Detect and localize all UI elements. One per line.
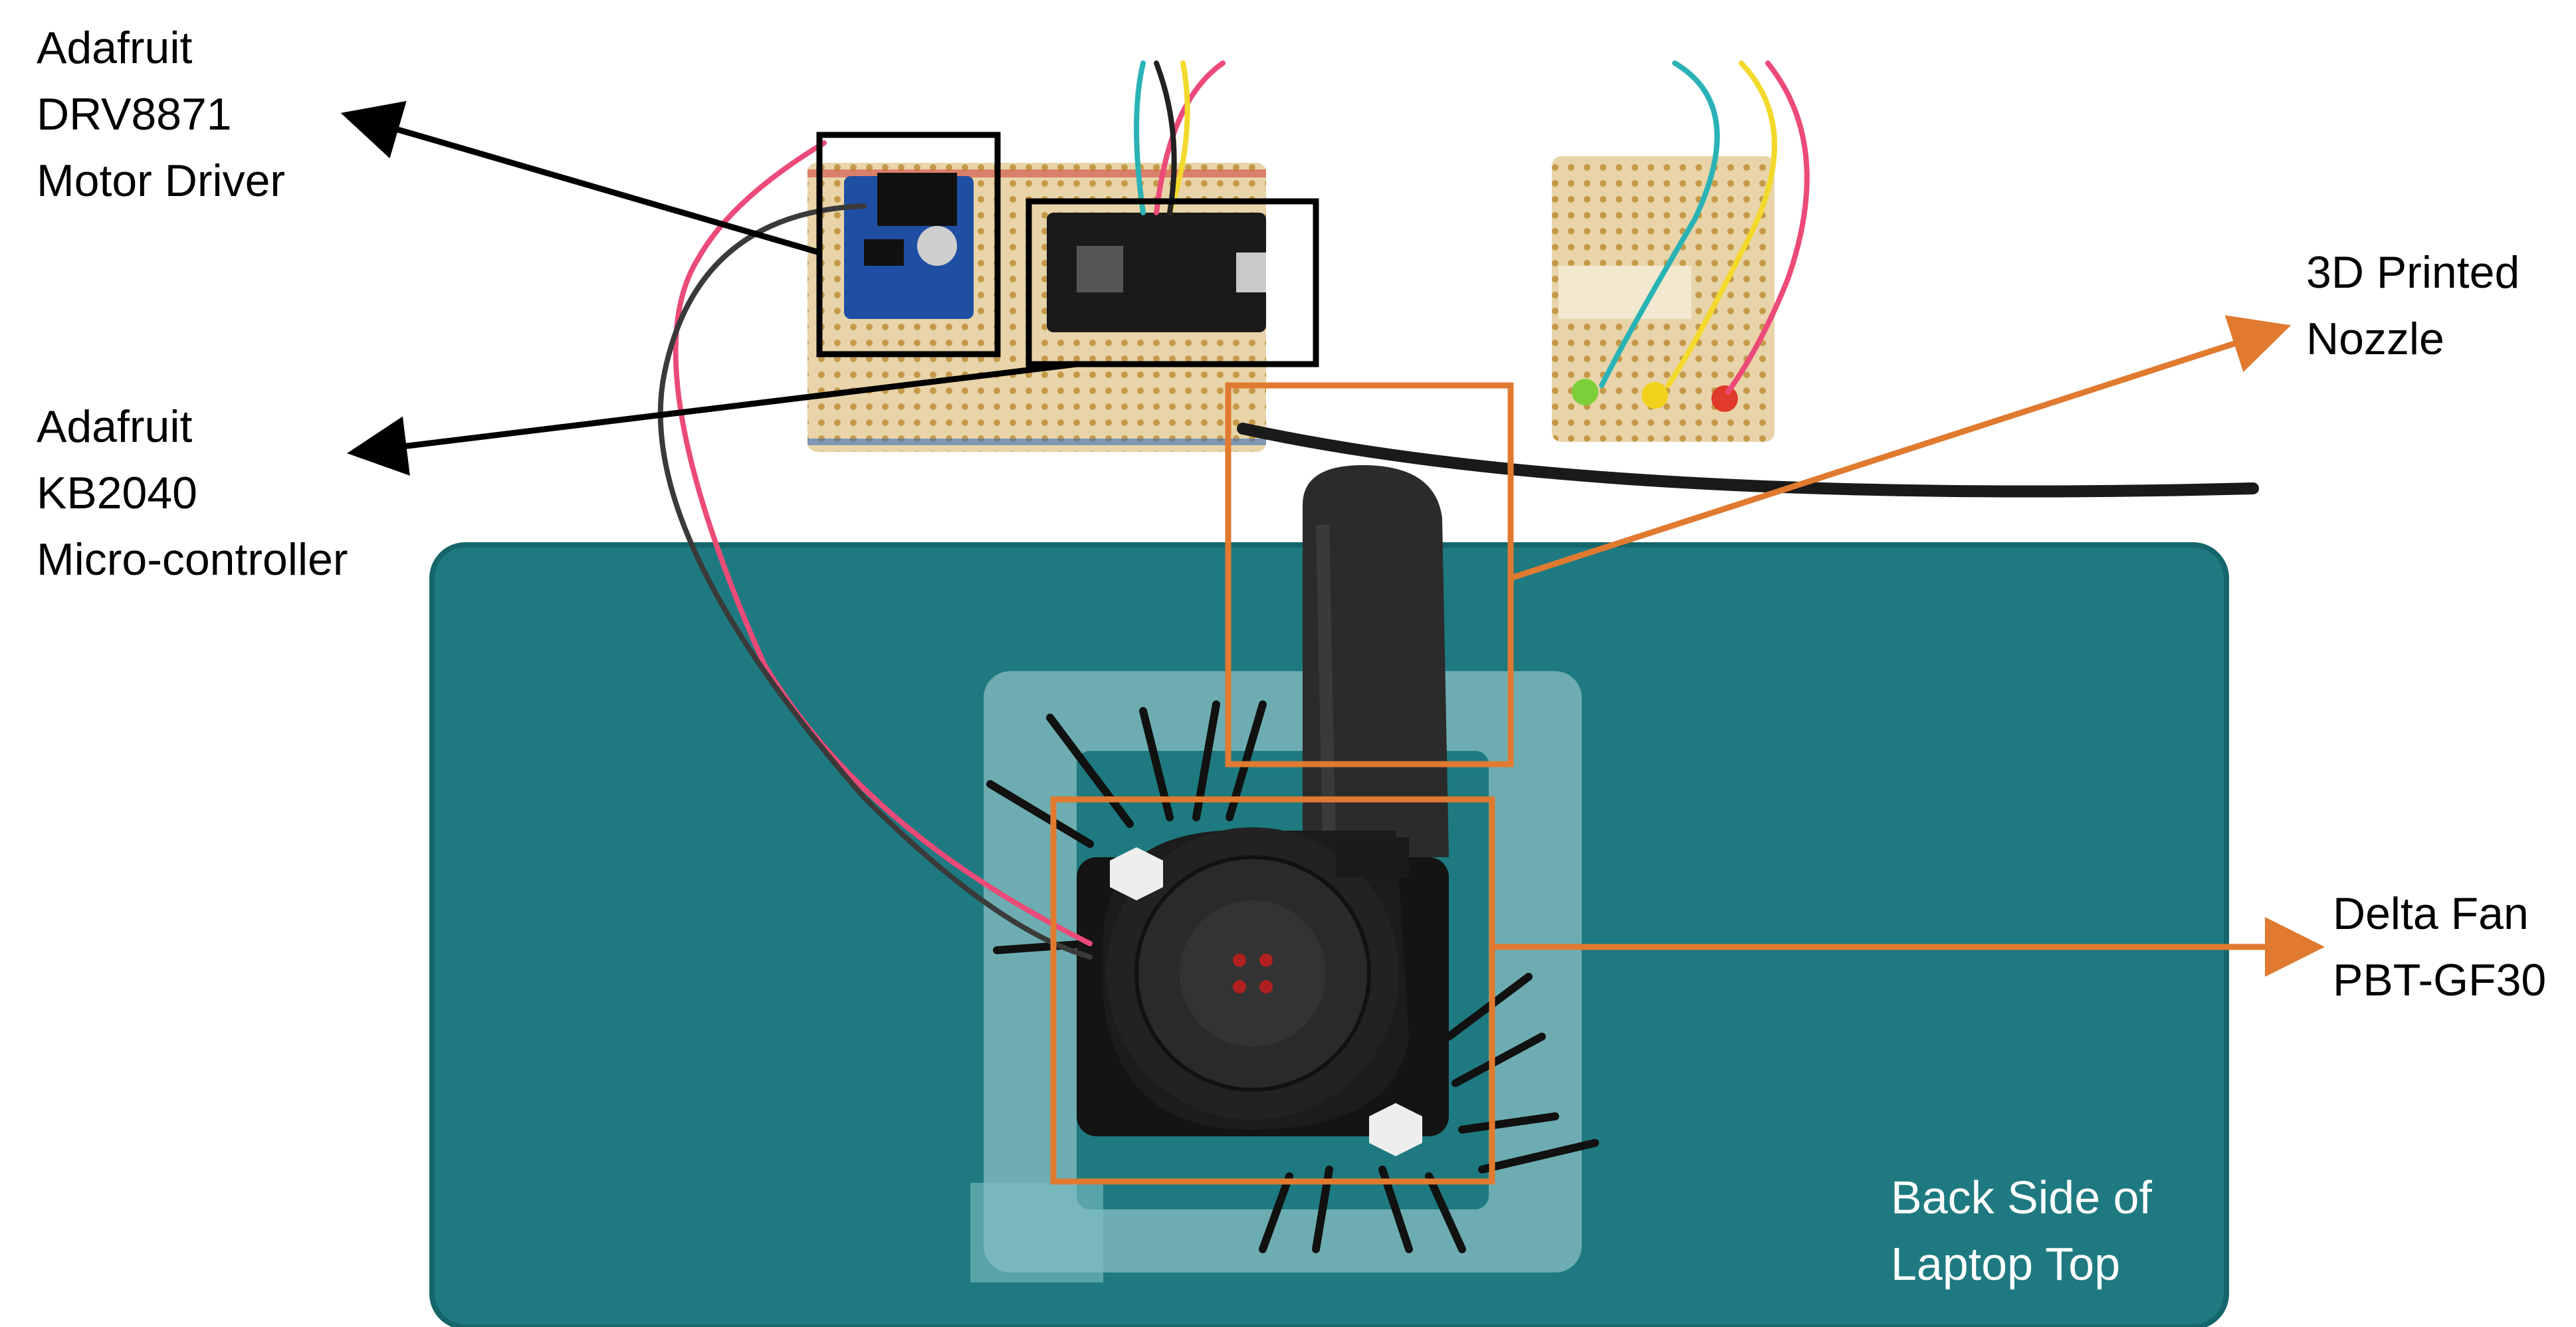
hex-nut: [1369, 1103, 1422, 1156]
delta-fan: [1103, 827, 1409, 1130]
nozzle-label-line-1: 3D Printed: [2306, 247, 2520, 298]
microcontroller-label-line-1: Adafruit: [37, 401, 193, 452]
green-button: [1572, 379, 1598, 405]
yellow-button: [1642, 382, 1668, 409]
motor-driver-label-line-3: Motor Driver: [37, 155, 286, 206]
microcontroller-label-line-2: KB2040: [37, 468, 197, 518]
fan-label: Delta Fan PBT-GF30: [2333, 880, 2546, 1013]
motor-driver-label: Adafruit DRV8871 Motor Driver: [37, 15, 285, 214]
nozzle-arrow: [1509, 315, 2292, 581]
nozzle-callout-box: [1225, 382, 1514, 767]
microcontroller-label-line-3: Micro-controller: [37, 534, 348, 585]
microcontroller-callout-box: [1025, 198, 1319, 367]
microcontroller-arrow: [347, 361, 1077, 476]
motor-driver-board: [844, 173, 974, 319]
fan-callout-box: [1050, 796, 1495, 1185]
motor-driver-arrow: [340, 100, 821, 256]
button-protoboard: [1552, 156, 1774, 442]
microcontroller-board: [1047, 213, 1266, 332]
laptop-surface-label: Back Side of Laptop Top: [1891, 1164, 2152, 1297]
laptop-surface-label-line-1: Back Side of: [1891, 1172, 2152, 1223]
fan-label-line-1: Delta Fan: [2333, 888, 2529, 939]
nozzle-label-line-2: Nozzle: [2306, 314, 2444, 364]
laptop-surface-label-line-2: Laptop Top: [1891, 1238, 2121, 1290]
wires: [657, 60, 2259, 960]
motor-driver-callout-box: [816, 132, 1001, 357]
motor-driver-label-line-2: DRV8871: [37, 89, 232, 140]
3d-printed-nozzle: [1303, 465, 1449, 857]
hex-nut: [1110, 847, 1163, 900]
nozzle-label: 3D Printed Nozzle: [2306, 239, 2520, 372]
microcontroller-label: Adafruit KB2040 Micro-controller: [37, 393, 348, 593]
motor-driver-label-line-1: Adafruit: [37, 23, 193, 73]
red-button: [1711, 385, 1738, 412]
fan-label-line-2: PBT-GF30: [2333, 955, 2547, 1005]
